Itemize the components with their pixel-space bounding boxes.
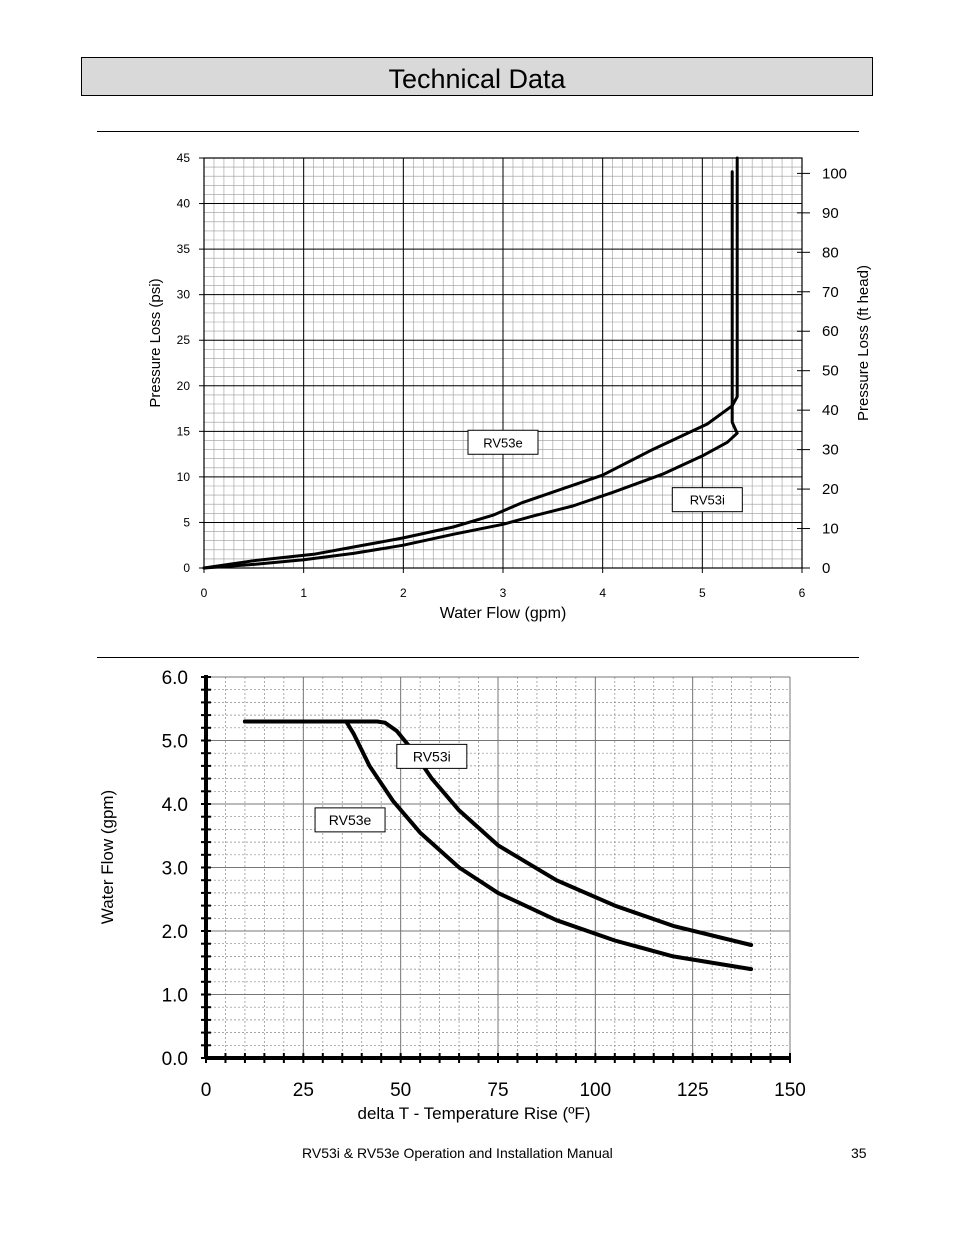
y-tick-label: 20 [177, 379, 191, 393]
x-tick-label: 150 [774, 1080, 806, 1101]
top-rule [97, 131, 859, 132]
annotation-label: RV53i [413, 748, 451, 764]
x-axis-label: Water Flow (gpm) [440, 605, 567, 622]
y-axis-label: Water Flow (gpm) [98, 790, 117, 924]
page-title: Technical Data [388, 64, 566, 94]
y-tick-label: 5 [183, 515, 190, 529]
x-tick-label: 100 [579, 1080, 611, 1101]
middle-rule [97, 657, 859, 658]
annotation-label: RV53e [483, 435, 523, 450]
y-tick-label: 0 [183, 561, 190, 575]
y-tick-label: 35 [177, 242, 191, 256]
series-line-rv53e [242, 719, 754, 972]
y-tick-label: 40 [177, 197, 191, 211]
x-axis-label: delta T - Temperature Rise (ºF) [358, 1104, 591, 1123]
series-line-rv53i [242, 719, 754, 947]
series-line-rv53i [202, 170, 739, 570]
footer-manual-title: RV53i & RV53e Operation and Installation… [302, 1145, 613, 1161]
title-banner: Technical Data [81, 57, 873, 96]
x-tick-label: 3 [500, 586, 507, 600]
y2-tick-label: 10 [822, 521, 839, 538]
page-number: 35 [851, 1145, 867, 1161]
water-flow-chart: 0.0 1.0 2.0 3.0 4.0 5.0 6.0 0 25 50 75 100 125 150 del… [98, 668, 806, 1123]
x-tick-label: 50 [390, 1080, 411, 1101]
y-tick-label: 3.0 [162, 859, 188, 880]
x-tick-label: 1 [300, 586, 307, 600]
y2-tick-label: 50 [822, 363, 839, 380]
y2-axis-label: Pressure Loss (ft head) [855, 265, 872, 421]
y2-tick-label: 20 [822, 481, 839, 498]
y2-tick-label: 100 [822, 165, 847, 182]
y-tick-label: 2.0 [162, 922, 188, 943]
y-tick-label: 10 [177, 470, 191, 484]
x-tick-label: 5 [699, 586, 706, 600]
annotation-label: RV53e [329, 812, 372, 828]
x-tick-label: 2 [400, 586, 407, 600]
y2-tick-label: 70 [822, 284, 839, 301]
y2-tick-label: 0 [822, 560, 830, 577]
y-tick-label: 25 [177, 333, 191, 347]
annotation-box [396, 743, 468, 769]
y2-tick-label: 80 [822, 244, 839, 261]
annotation-box [467, 429, 539, 455]
x-tick-label: 6 [799, 586, 806, 600]
x-tick-label: 0 [201, 1080, 212, 1101]
y2-tick-label: 60 [822, 323, 839, 340]
series-line-rv53e [202, 156, 739, 570]
y-tick-label: 6.0 [162, 668, 188, 689]
y-tick-label: 30 [177, 288, 191, 302]
y-tick-label: 5.0 [162, 732, 188, 753]
x-tick-label: 25 [293, 1080, 314, 1101]
y-tick-label: 4.0 [162, 795, 188, 816]
x-tick-label: 0 [201, 586, 208, 600]
annotation-box [314, 807, 386, 833]
x-tick-label: 75 [487, 1080, 508, 1101]
x-tick-label: 125 [677, 1080, 709, 1101]
y2-tick-label: 30 [822, 442, 839, 459]
y-tick-label: 0.0 [162, 1049, 188, 1070]
annotation-box [671, 487, 743, 513]
annotation-label: RV53i [690, 493, 725, 508]
y2-tick-label: 90 [822, 205, 839, 222]
y-tick-label: 45 [177, 151, 191, 165]
y-tick-label: 15 [177, 424, 191, 438]
y-tick-label: 1.0 [162, 986, 188, 1007]
x-tick-label: 4 [599, 586, 606, 600]
y2-tick-label: 40 [822, 402, 839, 419]
y-axis-label: Pressure Loss (psi) [147, 278, 164, 407]
